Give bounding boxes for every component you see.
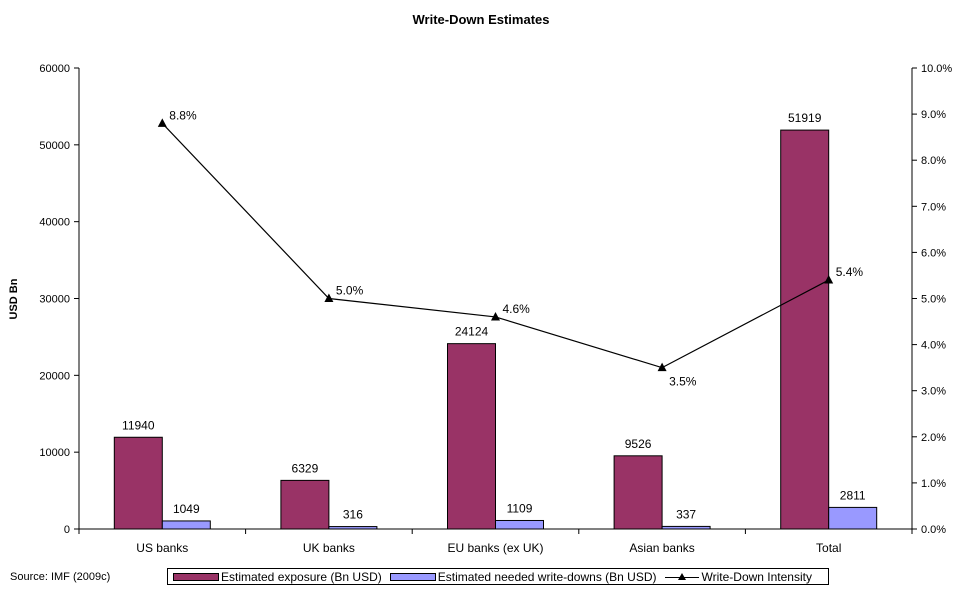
y-tick-label: 0 [64, 524, 70, 536]
intensity-label: 5.0% [336, 284, 364, 298]
y2-tick-label: 3.0% [921, 386, 946, 398]
bar-label-writedowns: 1109 [507, 501, 533, 515]
y-tick-label: 60000 [39, 63, 70, 75]
bar-exposure [280, 479, 330, 530]
legend-line-triangle-icon [664, 572, 699, 582]
bar-exposure [113, 436, 163, 530]
intensity-label: 4.6% [503, 302, 531, 316]
x-tick-label: EU banks (ex UK) [447, 541, 543, 555]
bar-label-writedowns: 337 [676, 507, 696, 521]
y2-tick-label: 4.0% [921, 340, 946, 352]
legend-item-intensity: Write-Down Intensity [664, 569, 812, 584]
y2-tick-label: 10.0% [921, 63, 952, 75]
legend-swatch-writedowns [389, 572, 436, 581]
bar-label-writedowns: 316 [343, 508, 363, 522]
legend-label-exposure: Estimated exposure (Bn USD) [221, 569, 382, 584]
y-tick-label: 20000 [39, 370, 70, 382]
intensity-marker-triangle-icon [157, 118, 167, 127]
y-tick-label: 50000 [39, 140, 70, 152]
intensity-marker-triangle-icon [324, 293, 334, 302]
intensity-label: 5.4% [836, 265, 864, 279]
bar-writedowns [661, 525, 711, 530]
bar-writedowns [161, 520, 211, 530]
y2-tick-label: 9.0% [921, 109, 946, 121]
y2-tick-label: 1.0% [921, 478, 946, 490]
legend-item-writedowns: Estimated needed write-downs (Bn USD) [389, 569, 657, 584]
y2-tick-label: 7.0% [921, 201, 946, 213]
legend-label-writedowns: Estimated needed write-downs (Bn USD) [437, 569, 657, 584]
y2-tick-label: 0.0% [921, 524, 946, 536]
bar-label-writedowns: 2811 [840, 488, 866, 502]
intensity-label: 8.8% [169, 108, 197, 122]
x-tick-label: Asian banks [629, 541, 694, 555]
y-tick-label: 40000 [39, 217, 70, 229]
bar-label-exposure: 9526 [625, 437, 652, 451]
intensity-line [161, 122, 829, 369]
bar-exposure [447, 343, 496, 530]
y2-tick-label: 2.0% [921, 432, 946, 444]
plot-area: 0 10000 20000 30000 40000 50000 60000 0.0% 1.0% 2… [39, 63, 952, 555]
legend: Estimated exposure (Bn USD) Estimated ne… [167, 568, 829, 585]
legend-label-intensity: Write-Down Intensity [701, 569, 812, 584]
intensity-label: 3.5% [669, 375, 697, 389]
bar-writedowns [328, 526, 378, 530]
y2-tick-label: 6.0% [921, 247, 946, 259]
x-tick-label: UK banks [303, 541, 355, 555]
y2-tick-label: 8.0% [921, 155, 946, 167]
bar-label-exposure: 24124 [455, 325, 489, 339]
bar-exposure [613, 455, 663, 530]
legend-swatch-exposure [173, 572, 219, 581]
bar-label-exposure: 51919 [788, 111, 822, 125]
y-tick-label: 10000 [39, 447, 70, 459]
bar-label-writedowns: 1049 [173, 502, 200, 516]
legend-item-exposure: Estimated exposure (Bn USD) [173, 570, 382, 584]
intensity-marker-triangle-icon [491, 311, 500, 321]
chart-title: Write-Down Estimates [412, 12, 549, 27]
bar-label-exposure: 6329 [292, 461, 319, 475]
bar-label-exposure: 11940 [122, 418, 155, 432]
bar-exposure [780, 129, 830, 530]
y2-tick-label: 5.0% [921, 294, 946, 306]
bar-writedowns [828, 506, 878, 530]
y-tick-label: 30000 [39, 294, 70, 306]
intensity-marker-triangle-icon [824, 275, 834, 284]
x-tick-label: US banks [136, 541, 188, 555]
source-note: Source: IMF (2009c) [10, 571, 111, 583]
intensity-marker-triangle-icon [657, 362, 667, 372]
bar-writedowns [495, 519, 544, 530]
x-tick-label: Total [816, 541, 841, 555]
y-axis-label: USD Bn [8, 278, 20, 319]
